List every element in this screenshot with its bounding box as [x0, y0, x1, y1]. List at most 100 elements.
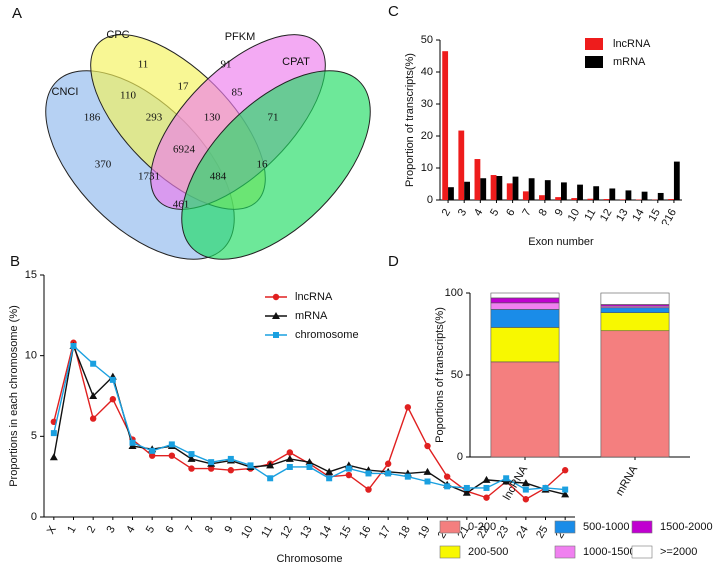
x-tick-label: 11 — [582, 207, 598, 223]
legend-label: 200-500 — [468, 546, 508, 558]
bar — [464, 181, 471, 200]
marker — [227, 455, 234, 462]
legend-swatch — [554, 545, 576, 559]
bar — [539, 195, 545, 200]
panel-label: A — [12, 5, 22, 22]
x-tick-label: 3 — [456, 207, 469, 218]
x-tick-label: 25 — [534, 524, 551, 541]
bar — [506, 183, 513, 200]
legend-swatch — [585, 38, 603, 50]
marker — [149, 447, 156, 454]
x-tick-label: 16 — [357, 524, 374, 541]
legend-label: lncRNA — [613, 38, 651, 50]
x-tick-label: 2 — [440, 207, 453, 218]
bar — [480, 178, 487, 200]
marker — [365, 486, 372, 493]
bar — [522, 191, 529, 200]
legend-label: mRNA — [295, 310, 328, 322]
x-tick-label: 10 — [566, 207, 583, 224]
x-tick-label: 11 — [259, 524, 275, 540]
legend-swatch — [631, 545, 653, 559]
region-count: 6924 — [173, 144, 196, 156]
x-tick-label: 12 — [598, 207, 615, 224]
x-tick-label: 2 — [85, 524, 98, 535]
legend-label: 1000-1500 — [583, 546, 636, 558]
marker — [285, 454, 294, 462]
bar-segment — [600, 330, 670, 458]
marker — [129, 439, 136, 446]
x-tick-label: 22 — [475, 524, 492, 541]
marker — [562, 486, 569, 493]
bar-segment — [490, 292, 560, 299]
bar — [625, 190, 632, 200]
marker — [109, 396, 117, 403]
bar — [593, 186, 600, 200]
bar — [657, 192, 664, 200]
marker — [207, 465, 215, 472]
x-tick-label: 10 — [239, 524, 256, 541]
bar — [673, 161, 680, 200]
marker — [168, 441, 175, 448]
legend-label: 0-200 — [468, 521, 496, 533]
x-tick-label: 4 — [472, 207, 485, 218]
x-tick-label: 7 — [183, 524, 196, 535]
y-tick-label: 20 — [421, 130, 433, 142]
marker — [345, 471, 353, 479]
marker — [208, 459, 215, 466]
marker — [522, 486, 529, 493]
marker — [89, 415, 97, 422]
marker — [365, 470, 372, 477]
x-tick-label: 5 — [488, 207, 501, 218]
bar — [544, 180, 551, 200]
region-count: 370 — [95, 159, 112, 171]
x-tick-label: 12 — [278, 524, 295, 541]
bar — [496, 176, 503, 200]
bar — [571, 198, 578, 200]
y-axis-label: Proportion of transcripts(%) — [404, 53, 416, 187]
set-label: CPAT — [282, 56, 310, 68]
marker — [286, 449, 294, 456]
y-tick-label: 50 — [421, 34, 433, 46]
marker — [70, 342, 77, 349]
legend-swatch — [554, 520, 576, 534]
bar-segment — [600, 292, 670, 305]
marker — [227, 467, 235, 474]
set-label: CNCI — [52, 86, 79, 98]
region-count: 17 — [178, 81, 190, 93]
marker — [272, 293, 280, 301]
marker — [286, 463, 293, 470]
marker — [561, 467, 569, 474]
marker — [50, 430, 57, 437]
legend-label: lncRNA — [295, 291, 333, 303]
marker — [90, 360, 97, 367]
set-label: PFKM — [225, 31, 256, 43]
x-tick-label: 1 — [65, 524, 78, 535]
region-count: 71 — [268, 112, 279, 124]
legend-label: 1500-2000 — [660, 521, 713, 533]
marker — [503, 475, 510, 482]
bar — [609, 188, 616, 200]
line — [53, 342, 566, 501]
marker — [266, 461, 275, 469]
panel-label: D — [388, 253, 399, 270]
x-tick-label: 8 — [203, 524, 216, 535]
bar — [442, 51, 449, 201]
x-tick-label: 9 — [222, 524, 235, 535]
marker — [463, 484, 470, 491]
marker — [404, 404, 412, 411]
marker — [521, 479, 530, 487]
y-tick-label: 50 — [451, 369, 463, 381]
bar — [668, 199, 674, 200]
x-tick-label: 24 — [514, 524, 531, 541]
bar — [474, 159, 481, 200]
marker — [272, 312, 280, 319]
legend-label: 500-1000 — [583, 521, 630, 533]
y-axis-label: Proportions in each chromosome (%) — [8, 305, 20, 487]
region-count: 16 — [257, 159, 269, 171]
region-count: 110 — [120, 90, 137, 102]
marker — [404, 473, 411, 480]
x-axis-label: Exon number — [528, 236, 594, 248]
x-tick-label: 23 — [495, 524, 512, 541]
x-tick-label: 9 — [553, 207, 566, 218]
